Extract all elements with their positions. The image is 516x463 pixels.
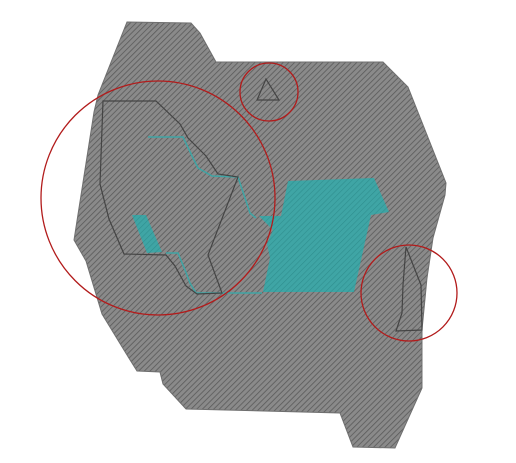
highlight-circle bbox=[360, 244, 458, 342]
highlight-circle bbox=[239, 62, 299, 122]
water-region-small bbox=[132, 215, 162, 253]
water-channel bbox=[148, 136, 257, 219]
highlight-circle bbox=[40, 80, 276, 316]
outline-region-left bbox=[99, 100, 239, 295]
landmass-polygon bbox=[73, 21, 447, 449]
outline-region-right bbox=[395, 246, 423, 332]
water-region-main bbox=[259, 178, 389, 292]
outline-triangle-top bbox=[256, 77, 281, 101]
